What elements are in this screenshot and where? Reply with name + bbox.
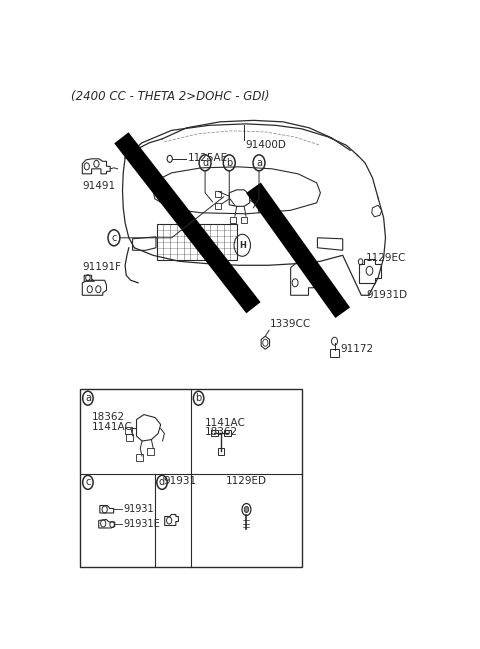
Text: 18362: 18362 [205,426,239,437]
Bar [156,225,237,260]
Text: d: d [159,478,165,487]
Text: 1125AE: 1125AE [188,153,228,163]
Text: c: c [85,478,91,487]
Text: 18362: 18362 [92,411,125,422]
Text: 91931D: 91931D [366,289,408,300]
Circle shape [244,506,249,513]
Text: 91491: 91491 [83,181,116,191]
Text: 91931: 91931 [164,476,197,486]
Text: 91191F: 91191F [83,262,121,272]
Text: 1129ED: 1129ED [226,476,267,486]
Text: (2400 CC - THETA 2>DOHC - GDI): (2400 CC - THETA 2>DOHC - GDI) [71,90,270,103]
Text: d: d [202,158,208,168]
Text: 91931E: 91931E [123,519,160,529]
Text: c: c [111,233,117,243]
Bar [81,389,302,567]
Text: 91400D: 91400D [245,140,286,150]
Text: 91931: 91931 [123,504,154,515]
Text: 1339CC: 1339CC [270,319,311,329]
Text: 1141AC: 1141AC [205,418,246,428]
Text: a: a [85,393,91,403]
Text: 91172: 91172 [340,344,373,354]
Text: b: b [226,158,232,168]
Text: H: H [239,241,246,250]
Text: a: a [256,158,262,168]
Text: 1141AC: 1141AC [92,422,132,432]
Text: b: b [195,393,202,403]
Text: 1129EC: 1129EC [366,252,407,263]
